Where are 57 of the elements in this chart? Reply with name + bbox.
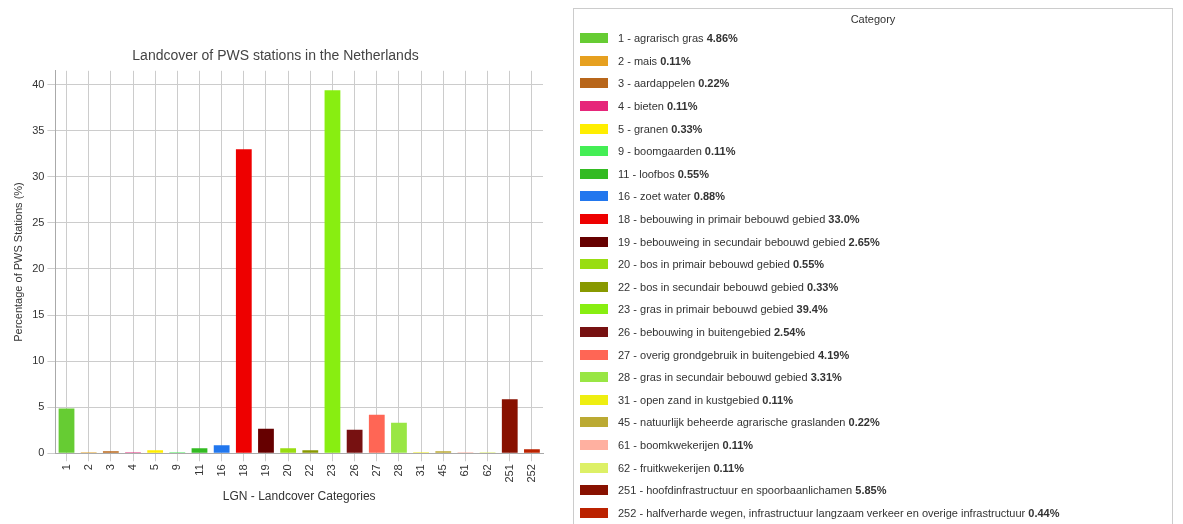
x-tick-label: 19 [259,464,272,477]
x-tick-label: 4 [126,464,139,471]
x-tick-label: 252 [524,464,537,483]
legend-label: 1 - agrarisch gras 4.86% [618,32,738,45]
x-axis-title: LGN - Landcover Categories [222,489,376,504]
y-tick-label: 40 [32,77,45,90]
legend-title: Category [849,13,897,25]
legend-label: 45 - natuurlijk beheerde agrarische graslanden 0.22% [618,416,880,429]
legend-label: 4 - bieten 0.11% [618,100,698,113]
y-tick-label: 25 [32,215,45,228]
legend-label: 61 - boomkwekerijen 0.11% [618,438,754,451]
x-tick-label: 22 [303,464,316,477]
x-tick-label: 11 [192,464,205,476]
y-tick-label: 10 [32,354,45,367]
legend-label: 2 - mais 0.11% [618,54,691,67]
y-tick-label: 20 [32,261,45,274]
legend-label: 23 - gras in primair bebouwd gebied 39.4% [618,303,828,316]
y-tick-label: 0 [38,446,45,459]
x-tick-label: 5 [148,464,161,471]
legend-label: 28 - gras in secundair bebouwd gebied 3.31% [618,371,842,384]
x-tick-label: 61 [458,464,471,477]
x-tick-label: 23 [325,464,338,477]
x-tick-label: 3 [103,464,116,471]
legend-label: 3 - aardappelen 0.22% [618,77,730,90]
legend-label: 16 - zoet water 0.88% [618,190,726,203]
x-tick-label: 26 [347,464,360,477]
x-tick-label: 27 [369,464,382,477]
legend-label: 5 - granen 0.33% [618,122,703,135]
x-tick-label: 45 [436,464,449,477]
legend-label: 252 - halfverharde wegen, infrastructuur langzaam verkeer en overige infrastructuur 0.44% [618,506,1060,519]
y-tick-label: 30 [32,169,45,182]
legend-label: 26 - bebouwing in buitengebied 2.54% [618,326,806,339]
x-tick-label: 62 [480,464,493,477]
legend-label: 22 - bos in secundair bebouwd gebied 0.33% [618,280,839,293]
x-tick-label: 251 [502,464,515,483]
legend-label: 31 - open zand in kustgebied 0.11% [618,393,793,406]
chart-title: Landcover of PWS stations in the Netherlands [132,47,419,64]
x-tick-label: 9 [170,464,183,471]
x-tick-label: 28 [391,464,404,477]
legend-label: 19 - bebouweing in secundair bebouwd gebied 2.65% [618,235,880,248]
legend-label: 251 - hoofdinfrastructuur en spoorbaanlichamen 5.85% [618,484,887,497]
y-tick-label: 5 [38,400,45,413]
legend-label: 11 - loofbos 0.55% [618,167,709,180]
legend-label: 20 - bos in primair bebouwd gebied 0.55% [618,258,825,271]
legend-label: 9 - boomgaarden 0.11% [618,145,736,158]
legend-label: 62 - fruitkwekerijen 0.11% [618,461,744,474]
x-tick-label: 2 [81,464,94,471]
x-tick-label: 31 [414,464,427,477]
y-tick-label: 15 [32,308,45,321]
legend-label: 27 - overig grondgebruik in buitengebied 4.19% [618,348,850,361]
legend-label: 18 - bebouwing in primair bebouwd gebied 33.0% [618,213,860,226]
x-tick-label: 16 [214,464,227,477]
x-tick-label: 20 [281,464,294,477]
y-tick-label: 35 [32,123,45,136]
x-tick-label: 1 [59,464,72,471]
x-tick-label: 18 [236,464,249,477]
y-axis-title: Percentage of PWS Stations (%) [11,182,24,342]
